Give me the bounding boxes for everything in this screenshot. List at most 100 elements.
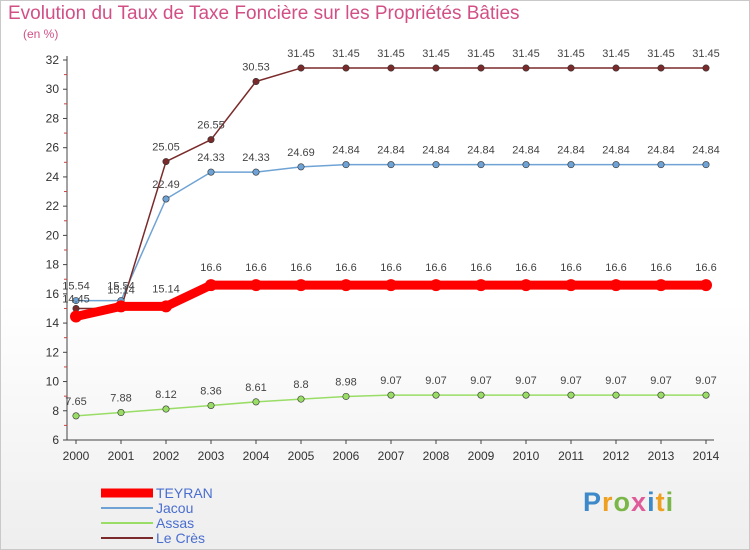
data-point	[702, 64, 710, 72]
data-label: 16.6	[335, 262, 356, 274]
data-label: 9.07	[515, 375, 536, 387]
proxiti-logo: Proxiti	[583, 487, 674, 518]
x-tick-label: 2003	[198, 449, 225, 463]
data-label: 16.6	[560, 262, 581, 274]
data-point	[567, 391, 575, 399]
data-point	[432, 64, 440, 72]
data-label: 31.45	[602, 48, 630, 60]
data-label: 16.6	[290, 262, 311, 274]
data-point	[387, 64, 395, 72]
data-point	[207, 402, 215, 410]
data-label: 26.55	[197, 120, 225, 132]
logo-letter: o	[613, 487, 632, 517]
data-label: 31.45	[467, 48, 495, 60]
data-label: 9.07	[380, 375, 401, 387]
y-tick-label: 16	[46, 287, 60, 301]
data-label: 16.6	[515, 262, 536, 274]
data-point	[612, 161, 620, 169]
data-point	[205, 279, 217, 292]
data-point	[612, 64, 620, 72]
legend-label: Le Crès	[156, 530, 205, 546]
logo-letter: i	[665, 487, 675, 517]
data-label: 8.36	[200, 386, 221, 398]
x-tick-label: 2005	[288, 449, 315, 463]
data-point	[520, 279, 532, 292]
data-point	[477, 161, 485, 169]
data-label: 30.53	[242, 61, 270, 73]
data-point	[702, 391, 710, 399]
data-point	[567, 161, 575, 169]
data-point	[297, 395, 305, 403]
y-tick-label: 6	[52, 433, 59, 447]
data-label: 16.6	[605, 262, 626, 274]
data-point	[432, 391, 440, 399]
data-point	[252, 77, 260, 85]
data-point	[162, 195, 170, 203]
logo-letter: P	[583, 487, 603, 517]
data-point	[72, 297, 80, 305]
data-point	[340, 279, 352, 292]
data-label: 24.84	[422, 145, 450, 157]
data-label: 15.54	[62, 281, 90, 293]
data-label: 31.45	[692, 48, 720, 60]
data-point	[295, 279, 307, 292]
data-point	[522, 64, 530, 72]
y-tick-label: 28	[46, 111, 60, 125]
data-label: 14.45	[62, 294, 90, 306]
chart-title: Evolution du Taux de Taxe Foncière sur l…	[8, 3, 520, 24]
data-point	[297, 64, 305, 72]
data-label: 24.84	[467, 145, 495, 157]
data-point	[160, 300, 172, 313]
data-point	[117, 409, 125, 417]
data-label: 16.6	[425, 262, 446, 274]
data-label: 7.65	[65, 396, 86, 408]
y-tick-label: 10	[46, 375, 60, 389]
data-label: 16.6	[650, 262, 671, 274]
data-point	[342, 392, 350, 400]
data-point	[475, 279, 487, 292]
x-tick-label: 2007	[378, 449, 405, 463]
data-label: 24.84	[332, 145, 360, 157]
data-label: 15.54	[107, 281, 135, 293]
data-point	[72, 412, 80, 420]
data-label: 15.14	[152, 283, 180, 295]
y-tick-label: 22	[46, 199, 60, 213]
data-label: 16.6	[380, 262, 401, 274]
data-label: 9.07	[650, 375, 671, 387]
axes: 6 8 10 12 14 16 18 20 22 24 26 28 30 32 2000 2001 2002 20…	[46, 53, 720, 463]
logo-letter: i	[647, 487, 656, 517]
data-label: 24.84	[602, 145, 630, 157]
data-label: 8.12	[155, 389, 176, 401]
data-label: 24.69	[287, 147, 315, 159]
data-point	[342, 64, 350, 72]
data-point	[385, 279, 397, 292]
data-label: 9.07	[695, 375, 716, 387]
x-tick-label: 2001	[108, 449, 135, 463]
data-label: 15.14	[107, 284, 135, 296]
data-point	[522, 391, 530, 399]
data-point	[430, 279, 442, 292]
x-tick-label: 2009	[468, 449, 495, 463]
data-point	[522, 161, 530, 169]
data-point	[162, 405, 170, 413]
data-point	[610, 279, 622, 292]
y-tick-label: 18	[46, 258, 60, 272]
data-label: 31.45	[512, 48, 540, 60]
y-tick-label: 30	[46, 82, 60, 96]
data-label: 31.45	[332, 48, 360, 60]
data-label: 16.6	[695, 262, 716, 274]
data-label: 8.8	[293, 379, 308, 391]
y-tick-label: 8	[52, 404, 59, 418]
data-point	[612, 391, 620, 399]
data-label: 24.84	[647, 145, 675, 157]
data-label: 31.45	[557, 48, 585, 60]
data-point	[432, 161, 440, 169]
data-label: 31.45	[377, 48, 405, 60]
data-label: 25.05	[152, 142, 180, 154]
data-point	[655, 279, 667, 292]
data-point	[567, 64, 575, 72]
x-tick-label: 2000	[63, 449, 90, 463]
x-tick-label: 2010	[513, 449, 540, 463]
